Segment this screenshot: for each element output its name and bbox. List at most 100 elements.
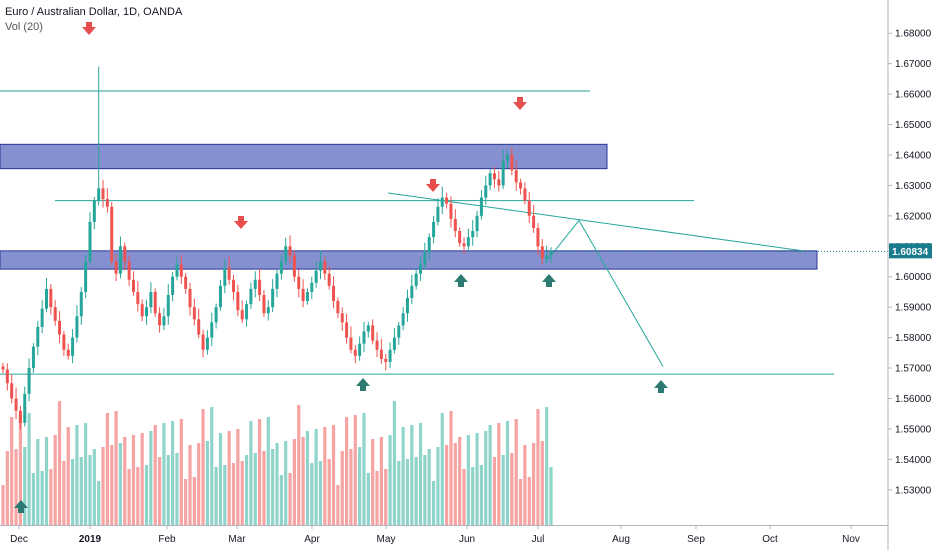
volume-bar <box>327 459 331 525</box>
up-arrow-icon <box>454 274 468 287</box>
volume-bar <box>532 443 536 525</box>
y-tick-label: 1.65000 <box>895 120 932 131</box>
candle-body <box>401 313 405 326</box>
candle-body <box>71 337 75 356</box>
y-tick-label: 1.53000 <box>895 485 932 496</box>
y-tick-label: 1.59000 <box>895 303 932 314</box>
candle-body <box>536 228 540 247</box>
candle-body <box>492 173 496 180</box>
volume-bar <box>284 441 288 525</box>
candle-body <box>36 326 40 347</box>
candle-body <box>336 301 340 314</box>
volume-bar <box>184 479 188 525</box>
volume-bar <box>392 401 397 525</box>
y-tick-label: 1.62000 <box>895 211 932 222</box>
candle-body <box>49 288 53 308</box>
candle-body <box>301 288 305 302</box>
volume-bar <box>449 411 453 525</box>
volume-bar <box>445 445 449 525</box>
volume-bar <box>66 427 70 525</box>
volume-bar <box>244 455 249 525</box>
candle-body <box>445 197 449 204</box>
volume-bar <box>188 445 192 525</box>
candle-body <box>323 261 327 274</box>
y-tick-label: 1.56000 <box>895 394 932 405</box>
candle-body <box>436 206 440 222</box>
zones <box>0 143 818 270</box>
candle-body <box>97 188 101 201</box>
y-tick-label: 1.67000 <box>895 59 932 70</box>
y-tick-label: 1.66000 <box>895 90 932 101</box>
volume-bar <box>366 473 370 525</box>
down-arrow-icon <box>426 179 440 192</box>
candle-body <box>479 197 483 216</box>
candle-body <box>114 261 118 274</box>
candle-body <box>332 285 336 302</box>
candle-body <box>462 243 466 247</box>
candle-body <box>101 188 105 200</box>
candle-body <box>419 264 423 274</box>
candle-body <box>227 267 231 280</box>
volume-bar <box>23 447 27 525</box>
volume-bar <box>114 411 118 525</box>
volume-bar <box>301 437 305 525</box>
volume-bar <box>318 461 323 525</box>
candle-body <box>466 237 470 247</box>
volume-bar <box>427 449 431 525</box>
candle-body <box>288 246 292 256</box>
current-price-badge <box>889 243 932 259</box>
volume-bar <box>253 453 257 525</box>
volume-bar <box>266 417 270 525</box>
volume-bar <box>371 439 375 525</box>
x-tick-label: Oct <box>762 534 778 545</box>
volume-bar <box>405 459 410 525</box>
y-tick-label: 1.60000 <box>895 272 932 283</box>
volume-bar <box>410 425 414 525</box>
volume-bar <box>44 437 49 525</box>
down-arrow-icon <box>513 97 527 110</box>
volume-bar <box>5 451 9 525</box>
candle-body <box>14 398 18 411</box>
candle-body <box>292 255 296 277</box>
candle-body <box>432 221 436 238</box>
candle-body <box>506 154 510 162</box>
candle-body <box>514 170 518 183</box>
volume-bar <box>344 417 349 525</box>
volume-bar <box>379 437 383 525</box>
candle-body <box>153 291 157 314</box>
candle-body <box>318 261 322 271</box>
candle-body <box>18 410 22 423</box>
candle-body <box>284 246 288 262</box>
volume-bar <box>75 425 79 525</box>
volume-bar <box>414 457 418 525</box>
drawing-lines <box>0 90 888 375</box>
volume-bar <box>418 423 423 525</box>
candle-body <box>258 279 262 295</box>
volume-bar <box>62 461 66 525</box>
candle-body <box>158 313 162 326</box>
candle-body <box>266 307 270 314</box>
volume-bar <box>258 419 262 525</box>
volume-bar <box>179 419 183 525</box>
y-tick-label: 1.54000 <box>895 455 932 466</box>
candle-body <box>523 188 527 201</box>
volume-bar <box>484 431 488 525</box>
volume-bar <box>84 423 88 525</box>
candle-body <box>149 291 153 308</box>
volume-bar <box>314 429 318 525</box>
candle-body <box>423 252 427 265</box>
candle-body <box>5 369 9 384</box>
candle-body <box>179 264 183 277</box>
support-resistance-zone <box>0 143 608 170</box>
x-tick-label: Jun <box>459 534 475 545</box>
candle-body <box>384 358 388 362</box>
volume-bar <box>171 421 175 525</box>
volume-bar <box>423 455 427 525</box>
volume-bar <box>453 443 457 525</box>
x-tick-label: Mar <box>228 534 246 545</box>
x-tick-label: Jul <box>532 534 545 545</box>
candle-body <box>327 273 331 286</box>
volume-bar <box>466 435 470 525</box>
volume-bar <box>275 443 279 525</box>
